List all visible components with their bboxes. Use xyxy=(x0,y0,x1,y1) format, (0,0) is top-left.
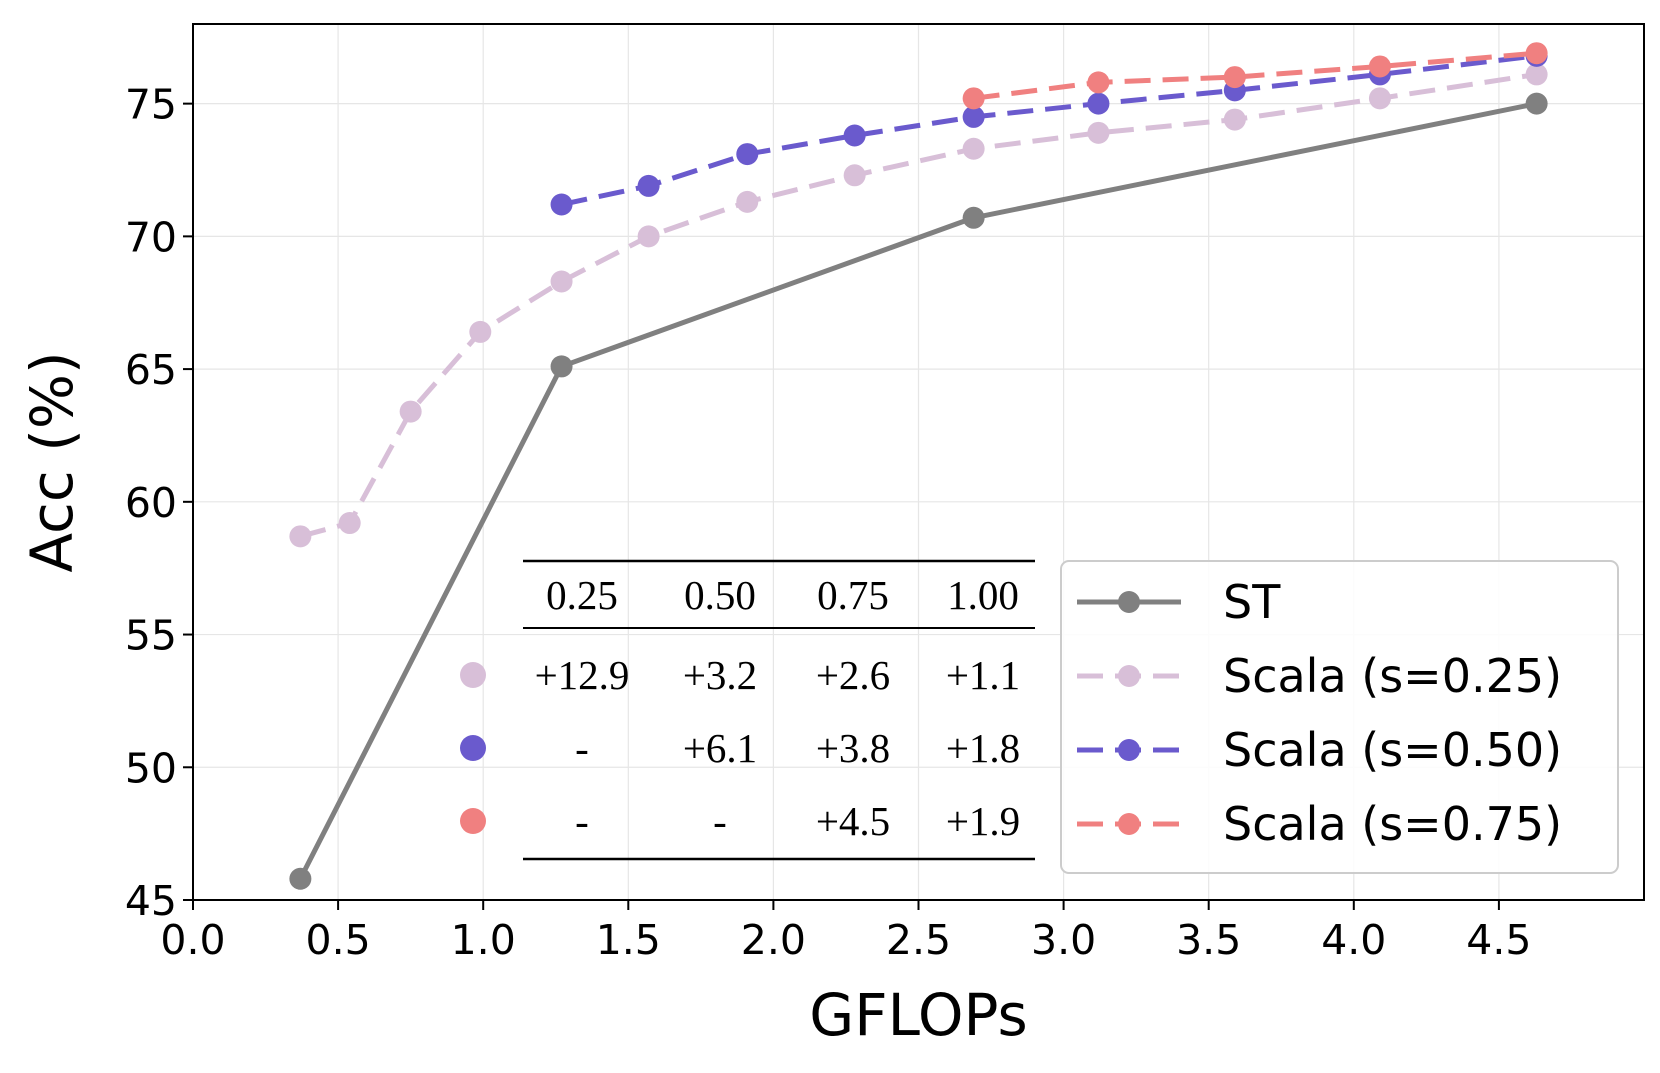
table-cell: +1.9 xyxy=(946,798,1020,844)
x-tick-label: 2.0 xyxy=(741,916,806,964)
data-point xyxy=(550,355,573,378)
data-point xyxy=(1368,87,1391,110)
data-point xyxy=(550,270,573,293)
axes: 0.0 0.5 1.0 1.5 2.0 2.5 3.0 3.5 4.0 4.5 45 50 55 60 65… xyxy=(125,81,1532,964)
table-header-cell: 0.75 xyxy=(817,572,889,618)
data-point xyxy=(843,124,866,147)
data-point xyxy=(736,143,759,166)
data-point xyxy=(289,867,312,890)
legend: ST Scala (s=0.25) Scala (s=0.50) Scala (s=0… xyxy=(1060,560,1619,874)
data-point xyxy=(637,225,660,248)
data-point xyxy=(1368,55,1391,78)
data-point xyxy=(469,320,492,343)
table-cell: +3.2 xyxy=(683,652,757,698)
y-tick-label: 65 xyxy=(125,346,177,394)
x-tick-label: 3.5 xyxy=(1176,916,1241,964)
legend-box xyxy=(1060,560,1619,874)
legend-marker xyxy=(1118,665,1140,687)
data-point xyxy=(843,164,866,187)
x-axis-title: GFLOPs xyxy=(809,981,1027,1049)
table-cell: +1.8 xyxy=(946,725,1020,771)
legend-label: Scala (s=0.50) xyxy=(1223,723,1562,777)
x-tick-label: 0.5 xyxy=(305,916,370,964)
y-tick-label: 50 xyxy=(125,744,177,792)
series-line-3 xyxy=(973,50,1537,101)
legend-marker xyxy=(1118,591,1140,613)
data-point xyxy=(637,174,660,197)
series-line-2 xyxy=(561,53,1537,207)
data-point xyxy=(1223,108,1246,131)
data-point xyxy=(1087,92,1110,115)
data-point xyxy=(289,525,312,548)
data-point xyxy=(1087,121,1110,144)
x-tick-label: 3.0 xyxy=(1031,916,1096,964)
data-point xyxy=(1525,63,1548,86)
legend-label: ST xyxy=(1223,575,1281,629)
table-cell: +1.1 xyxy=(946,652,1020,698)
data-point xyxy=(962,137,985,160)
data-point xyxy=(399,400,422,423)
series-lines xyxy=(289,42,1548,890)
data-point xyxy=(962,87,985,110)
data-point xyxy=(962,105,985,128)
table-cell: - xyxy=(713,798,727,844)
data-point xyxy=(338,512,361,535)
inset-table: 0.25 0.50 0.75 1.00 +12.9 +3.2 +2.6 +1.1 - +6.1 +3… xyxy=(460,559,1035,861)
data-point xyxy=(1525,92,1548,115)
x-tick-label: 1.0 xyxy=(451,916,516,964)
table-row-marker xyxy=(460,735,486,761)
data-point xyxy=(550,193,573,216)
x-tick-label: 4.5 xyxy=(1466,916,1531,964)
table-cell: +2.6 xyxy=(816,652,890,698)
legend-label: Scala (s=0.75) xyxy=(1223,797,1562,851)
table-cell: +4.5 xyxy=(816,798,890,844)
x-tick-label: 1.5 xyxy=(596,916,661,964)
series-line-0 xyxy=(298,101,1538,880)
y-axis-title: Acc (%) xyxy=(18,351,86,572)
table-cell: +3.8 xyxy=(816,725,890,771)
table-row-marker xyxy=(460,662,486,688)
data-point xyxy=(962,206,985,229)
y-tick-label: 55 xyxy=(125,612,177,660)
data-point xyxy=(736,190,759,213)
x-tick-label: 0.0 xyxy=(160,916,225,964)
y-tick-label: 45 xyxy=(125,877,177,925)
table-cell: - xyxy=(575,725,589,771)
legend-marker xyxy=(1118,739,1140,761)
data-point xyxy=(1525,42,1548,65)
y-tick-label: 60 xyxy=(125,479,177,527)
table-cell: - xyxy=(575,798,589,844)
table-row-marker xyxy=(460,808,486,834)
table-header-cell: 0.50 xyxy=(684,572,756,618)
table-cell: +6.1 xyxy=(683,725,757,771)
data-point xyxy=(1087,71,1110,94)
table-header-cell: 0.25 xyxy=(546,572,618,618)
y-tick-label: 70 xyxy=(125,213,177,261)
x-tick-label: 2.5 xyxy=(886,916,951,964)
x-tick-label: 4.0 xyxy=(1321,916,1386,964)
y-tick-label: 75 xyxy=(125,81,177,129)
table-header-cell: 1.00 xyxy=(947,572,1019,618)
data-point xyxy=(1223,66,1246,89)
legend-marker xyxy=(1118,813,1140,835)
legend-label: Scala (s=0.25) xyxy=(1223,649,1562,703)
table-cell: +12.9 xyxy=(535,652,630,698)
